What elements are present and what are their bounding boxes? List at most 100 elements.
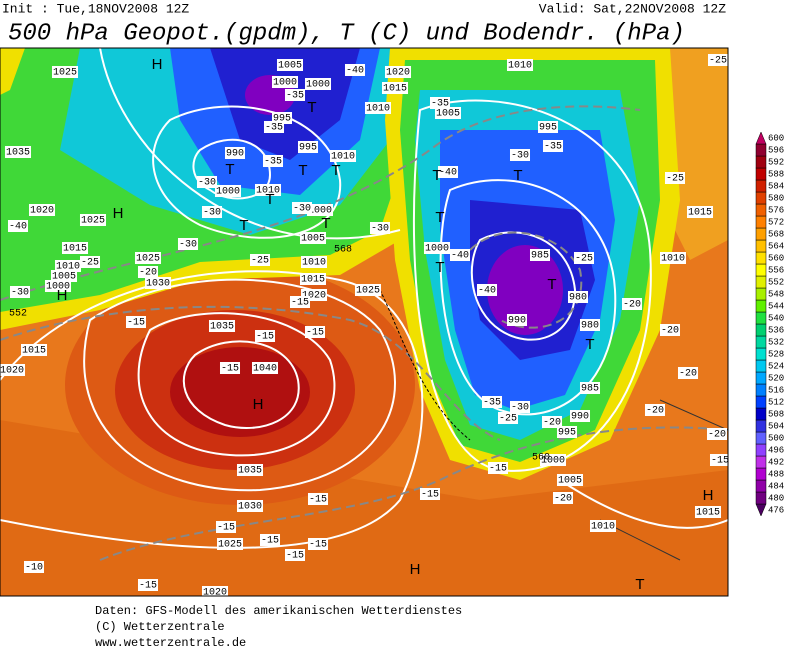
temperature-label-box (284, 549, 306, 561)
pressure-label-box (434, 107, 462, 119)
legend-label: 512 (768, 397, 784, 407)
legend-swatch (755, 275, 767, 289)
pressure-center: T (239, 217, 248, 234)
legend-label: 552 (768, 277, 784, 287)
temperature-label: -25 (575, 254, 593, 265)
pressure-label-box (364, 102, 392, 114)
temperature-label: -35 (264, 157, 282, 168)
temperature-label: -30 (11, 288, 29, 299)
pressure-label-box (44, 280, 72, 292)
pressure-label-box (506, 314, 528, 326)
temperature-label: -15 (291, 298, 309, 309)
temperature-label-box (449, 249, 471, 261)
map-frame (0, 47, 729, 597)
temperature-label-box (573, 252, 595, 264)
temperature-label: -40 (346, 66, 364, 77)
pressure-label: 1010 (302, 258, 326, 269)
pressure-label-box (50, 270, 78, 282)
footer-copyright: (C) Wetterzentrale (95, 620, 225, 634)
temperature-label-box (497, 412, 519, 424)
temperature-label-box (542, 140, 564, 152)
temperature-label: -40 (9, 222, 27, 233)
pressure-label-box (236, 500, 264, 512)
legend-label: 484 (768, 481, 784, 491)
temperature-label-box (215, 521, 237, 533)
pressure-label: 1015 (22, 346, 46, 357)
legend-label: 576 (768, 205, 784, 215)
footer-source: Daten: GFS-Modell des amerikanischen Wet… (95, 604, 462, 618)
pressure-label: 1025 (81, 216, 105, 227)
legend-label: 524 (768, 361, 784, 371)
pressure-center: T (265, 191, 274, 208)
legend-label: 516 (768, 385, 784, 395)
temperature-label: -20 (708, 430, 726, 441)
pressure-center: T (635, 576, 644, 593)
temperature-label: -15 (489, 464, 507, 475)
legend-swatch (755, 467, 767, 481)
pressure-label-box (306, 204, 334, 216)
temperature-label-box (137, 579, 159, 591)
legend-label: 588 (768, 169, 784, 179)
pressure-label: 1015 (301, 275, 325, 286)
pressure-label: 1010 (331, 152, 355, 163)
legend-label: 580 (768, 193, 784, 203)
legend-swatch (755, 335, 767, 349)
legend-swatch (755, 431, 767, 445)
pressure-label-box (271, 76, 299, 88)
legend-swatch (755, 479, 767, 493)
pressure-label: 1010 (508, 61, 532, 72)
pressure-label-box (556, 426, 578, 438)
pressure-label-box (144, 277, 172, 289)
pressure-label-box (79, 214, 107, 226)
temperature-label-box (125, 316, 147, 328)
legend-swatch (755, 227, 767, 241)
init-time: Init : Tue,18NOV2008 12Z (2, 1, 189, 16)
map-field (0, 48, 728, 596)
legend-swatch (755, 383, 767, 397)
pressure-label-box (134, 252, 162, 264)
pressure-label: 985 (531, 251, 549, 262)
pressure-center: T (513, 167, 522, 184)
temperature-label-box (552, 492, 574, 504)
pressure-label: 995 (299, 143, 317, 154)
temperature-label: -35 (431, 99, 449, 110)
legend-swatch (755, 347, 767, 361)
pressure-label: 1000 (308, 206, 332, 217)
temperature-label: -30 (179, 240, 197, 251)
pressure-center: H (152, 56, 163, 73)
temperature-label: -20 (623, 300, 641, 311)
pressure-label: 1000 (425, 244, 449, 255)
pressure-label: 1005 (52, 272, 76, 283)
legend-swatch (755, 263, 767, 277)
pressure-label: 1020 (386, 68, 410, 79)
legend-label: 564 (768, 241, 784, 251)
pressure-label-box (20, 344, 48, 356)
legend-label: 496 (768, 445, 784, 455)
temperature-label: -25 (666, 174, 684, 185)
pressure-label: 1010 (366, 104, 390, 115)
pressure-label: 1025 (218, 540, 242, 551)
pressure-label-box (61, 242, 89, 254)
temperature-label-box (307, 493, 329, 505)
pressure-label: 995 (558, 428, 576, 439)
pressure-label: 1005 (301, 234, 325, 245)
temperature-label: -15 (261, 536, 279, 547)
pressure-label: 1015 (63, 244, 87, 255)
temperature-label: -40 (439, 168, 457, 179)
pressure-label: 1040 (253, 364, 277, 375)
temperature-label: -30 (198, 178, 216, 189)
temperature-label-box (476, 284, 498, 296)
legend-label: 596 (768, 145, 784, 155)
pressure-label: 1035 (238, 466, 262, 477)
pressure-center: H (57, 287, 68, 304)
legend-swatch (755, 215, 767, 229)
pressure-label: 1035 (6, 148, 30, 159)
legend-label: 540 (768, 313, 784, 323)
temperature-label: -15 (127, 318, 145, 329)
pressure-label: 980 (581, 321, 599, 332)
pressure-label: 1025 (356, 286, 380, 297)
legend-label: 488 (768, 469, 784, 479)
pressure-label-box (569, 410, 591, 422)
temperature-label-box (23, 561, 45, 573)
pressure-label: 1020 (203, 588, 227, 599)
